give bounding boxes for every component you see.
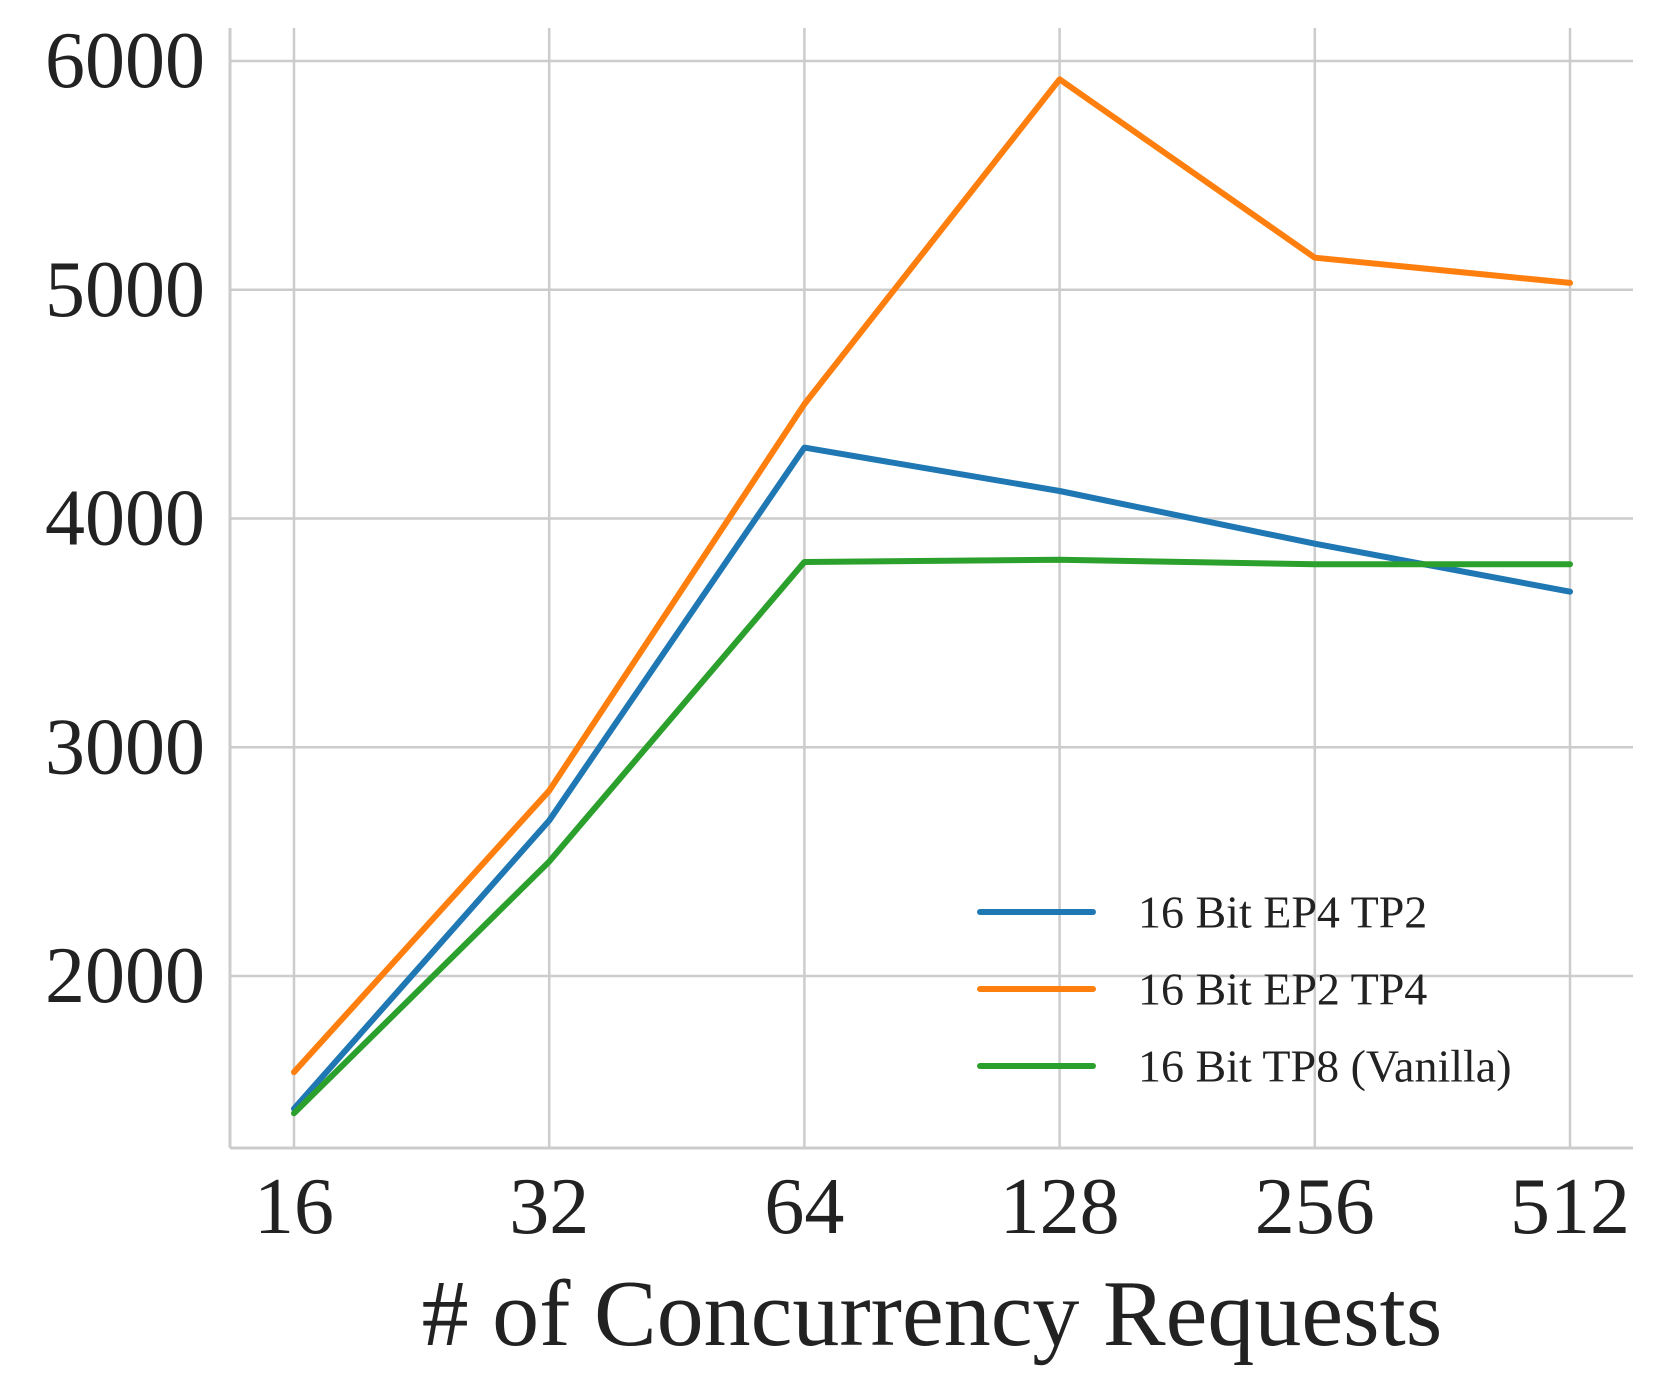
x-tick-label-16: 16 [254, 1163, 334, 1251]
x-tick-label-128: 128 [1000, 1163, 1120, 1251]
x-gridlines [292, 28, 1572, 1148]
legend-label-16-bit-tp8-vanilla: 16 Bit TP8 (Vanilla) [1138, 1041, 1512, 1092]
series-line-16-bit-tp8-vanilla [291, 556, 1573, 1117]
x-tick-label-512: 512 [1510, 1163, 1630, 1251]
y-tick-label-4000: 4000 [45, 475, 205, 563]
legend-label-16-bit-ep4-tp2: 16 Bit EP4 TP2 [1138, 887, 1427, 938]
y-tick-label-3000: 3000 [45, 703, 205, 791]
x-axis-label: # of Concurrency Requests [422, 1262, 1443, 1366]
series-layer [291, 76, 1573, 1117]
y-gridlines [230, 59, 1633, 978]
legend-label-16-bit-ep2-tp4: 16 Bit EP2 TP4 [1138, 964, 1427, 1015]
y-tick-labels: 2000 3000 4000 5000 6000 [45, 17, 205, 1020]
legend: 16 Bit EP4 TP2 16 Bit EP2 TP4 16 Bit TP8 (… [977, 887, 1512, 1092]
x-tick-labels: 16 32 64 128 256 512 [254, 1163, 1630, 1251]
series-line-16-bit-ep4-tp2 [291, 444, 1573, 1112]
y-tick-label-2000: 2000 [45, 932, 205, 1020]
y-tick-label-6000: 6000 [45, 17, 205, 105]
x-tick-label-256: 256 [1255, 1163, 1375, 1251]
y-tick-label-5000: 5000 [45, 246, 205, 334]
axis-spines [228, 28, 1633, 1150]
series-line-16-bit-ep2-tp4 [291, 76, 1573, 1076]
x-tick-label-64: 64 [764, 1163, 844, 1251]
x-tick-label-32: 32 [509, 1163, 589, 1251]
